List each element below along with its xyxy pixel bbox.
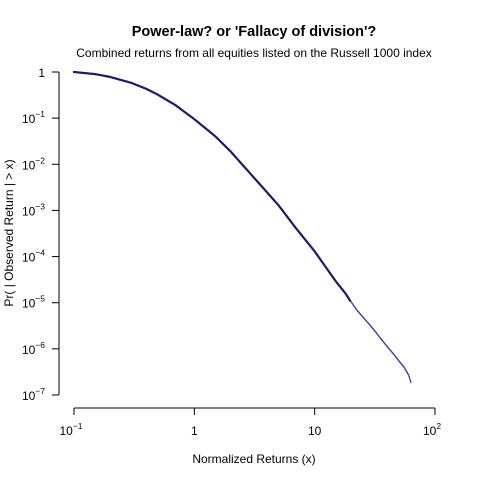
y-axis: 1 10−1 10−2 10−3 10−4 10−5 10−6 10−7 [22, 66, 60, 403]
y-tick-label: 1 [38, 66, 45, 80]
y-tick-label: 10−6 [22, 340, 45, 357]
y-tick-label: 10−5 [22, 294, 45, 311]
plot-series [72, 70, 412, 384]
y-tick-label: 10−1 [22, 109, 45, 126]
y-tick-label: 10−4 [22, 248, 45, 265]
x-axis: 10−1 1 10 102 [59, 407, 441, 438]
y-tick-label: 10−7 [22, 386, 45, 403]
y-axis-title: Pr( | Observed Return | > x) [2, 159, 16, 306]
series-line-tail [350, 301, 412, 384]
x-tick-label: 10−1 [59, 421, 82, 438]
x-axis-title: Normalized Returns (x) [192, 452, 315, 466]
series-line-main [72, 70, 352, 302]
x-tick-label: 10 [308, 424, 322, 438]
y-tick-label: 10−3 [22, 201, 45, 218]
y-tick-label: 10−2 [22, 155, 45, 172]
x-tick-label: 102 [423, 421, 441, 438]
chart-subtitle: Combined returns from all equities liste… [76, 46, 432, 60]
chart-title: Power-law? or 'Fallacy of division'? [132, 24, 377, 40]
x-tick-label: 1 [191, 424, 198, 438]
